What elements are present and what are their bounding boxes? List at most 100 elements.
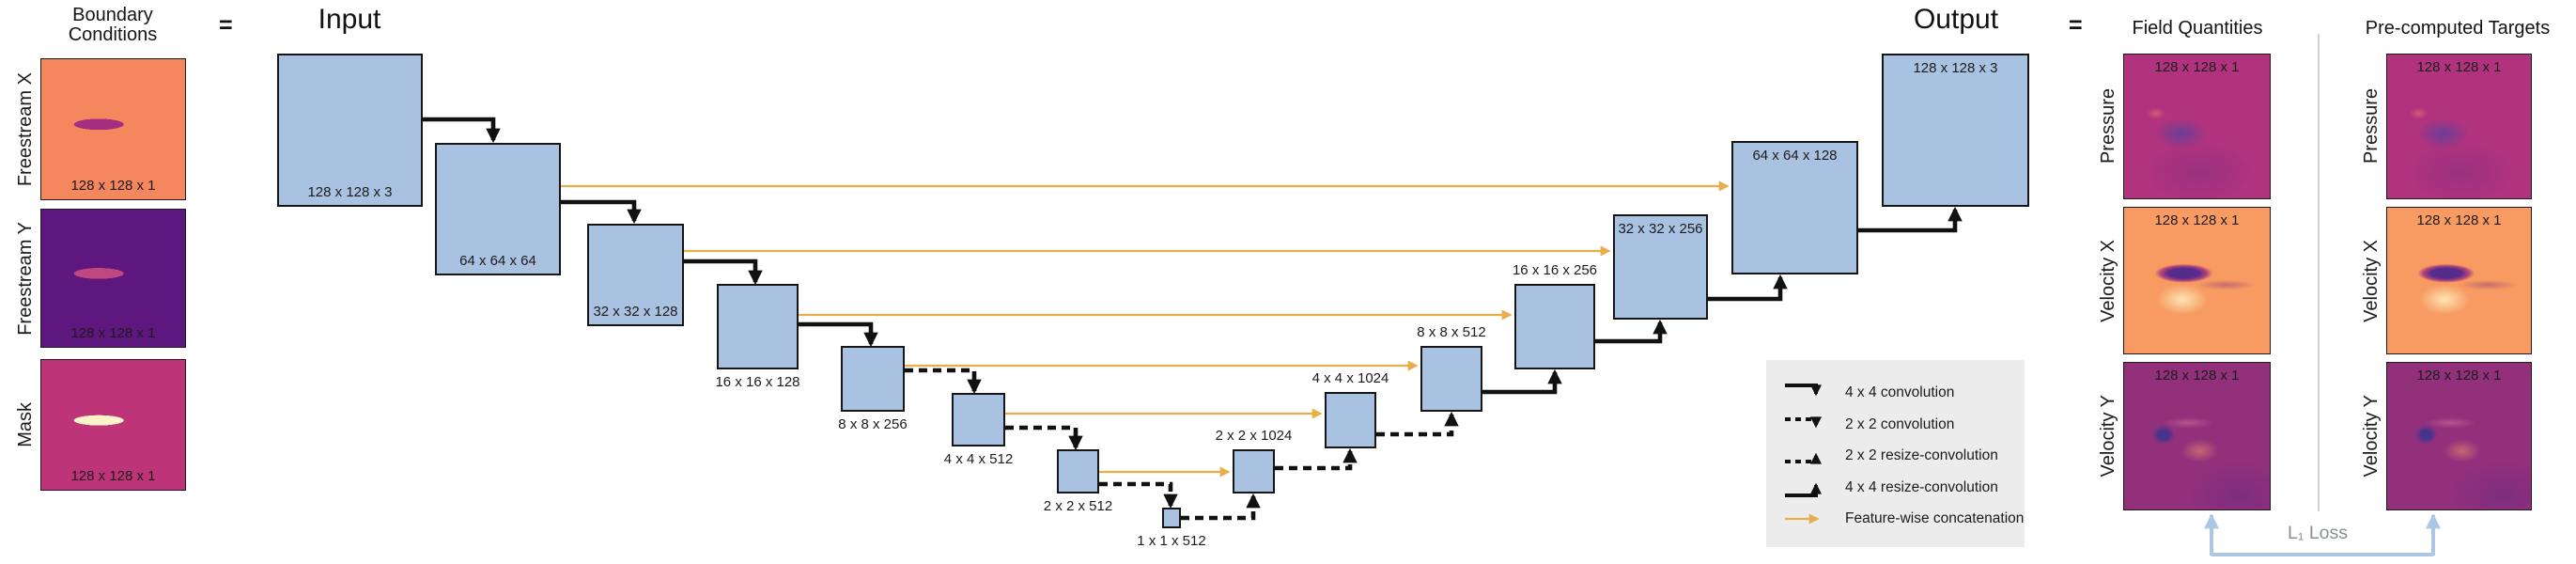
convolution-arrow [1482,368,1562,395]
legend-label: 2 x 2 convolution [1845,415,1955,432]
field-quantities-velocity-y-rotated-label: Velocity Y [2096,362,2121,510]
field-quantities-velocity-x-rotated-label: Velocity X [2096,207,2121,354]
convolution-arrow [1595,319,1668,344]
convolution-arrow-dashed [1376,415,1454,437]
unet-box-128x128x3-dims-label: 128 x 128 x 3 [307,184,393,200]
convolution-arrow [561,199,642,225]
field-quantities-velocity-x-label: Velocity X [2098,239,2118,322]
field-quantities-pressure-rotated-label: Pressure [2096,54,2121,199]
boundary-freestream-y-dims-label: 128 x 128 x 1 [70,325,156,341]
boundary-conditions-line2: Conditions [68,24,158,45]
unet-box-4x4x512-dims-label: 4 x 4 x 512 [943,451,1014,467]
equals-sign-left: = [219,12,233,39]
convolution-arrow [423,117,501,144]
boundary-freestream-x-rotated-label: Freestream X [13,58,39,200]
pre-computed-targets-title: Pre-computed Targets [2365,18,2551,39]
convolution-arrow [799,321,878,348]
targets-velocity-y-rotated-label: Velocity Y [2359,362,2384,510]
convolution-arrow [1708,274,1788,302]
field-quantities-pressure-label: Pressure [2098,88,2118,164]
convolution-arrow-dashed [1005,425,1079,447]
unet-box-128x128x3-dims-label: 128 x 128 x 3 [1913,60,1998,76]
unet-box-32x32x128-dims-label: 32 x 32 x 128 [593,304,678,320]
field-quantities-velocity-y-label: Velocity Y [2098,395,2118,478]
targets-velocity-x-label: Velocity X [2361,239,2382,322]
unet-box-2x2x1024 [1233,444,1276,494]
legend-row-resize-2x2: 2 x 2 resize-convolution [1782,442,1998,470]
unet-box-16x16x256 [1514,278,1596,369]
unet-box-32x32x256-dims-label: 32 x 32 x 256 [1618,221,1703,237]
concat-icon [1785,513,1820,525]
legend-label: 4 x 4 convolution [1845,384,1955,400]
targets-velocity-y-label: Velocity Y [2361,395,2382,478]
convolution-arrow [684,258,763,286]
unet-box-128x128x3: 128 x 128 x 3 [277,54,423,207]
legend-row-conv-4x4: 4 x 4 convolution [1782,379,1954,407]
legend: 4 x 4 convolution 2 x 2 convolution 2 x 2 … [1766,360,2025,547]
boundary-freestream-x-dims-label: 128 x 128 x 1 [70,178,156,194]
targets-pressure-dims-label: 128 x 128 x 1 [2416,59,2502,75]
boundary-freestream-y-label: Freestream Y [15,221,36,336]
field-quantities-pressure-dims-label: 128 x 128 x 1 [2154,59,2240,75]
unet-box-16x16x128 [717,284,799,369]
unet-box-64x64x128: 64 x 64 x 128 [1731,135,1859,274]
targets-pressure-rotated-label: Pressure [2359,54,2384,199]
targets-velocity-x-tile: 128 x 128 x 1 [2386,207,2532,354]
unet-box-16x16x256-dims-label: 16 x 16 x 256 [1512,262,1598,278]
resize-2x2-glyph [1785,452,1822,464]
convolution-arrow-dashed [1181,496,1256,521]
resize-4x4-glyph [1785,482,1822,497]
legend-label: 2 x 2 resize-convolution [1845,447,1998,463]
resize-4x4-icon [1785,482,1822,497]
field-quantities-velocity-x-dims-label: 128 x 128 x 1 [2154,212,2240,228]
unet-box-32x32x256: 32 x 32 x 256 [1613,209,1709,320]
convolution-arrow-dashed [1275,451,1353,471]
unet-box-2x2x1024-dims-label: 2 x 2 x 1024 [1215,428,1293,444]
legend-label: Feature-wise concatenation [1845,510,2025,526]
conv-2x2-icon [1785,415,1822,428]
targets-velocity-x-rotated-label: Velocity X [2359,207,2384,354]
unet-box-32x32x128: 32 x 32 x 128 [587,224,684,326]
convolution-arrow [1858,206,1963,233]
boundary-mask-dims-label: 128 x 128 x 1 [70,468,156,484]
field-quantities-pressure-tile: 128 x 128 x 1 [2123,54,2271,199]
targets-velocity-x-dims-label: 128 x 128 x 1 [2416,212,2502,228]
l1-loss-label: L₁ Loss [2287,523,2349,543]
input-title: Input [318,4,381,35]
field-quantities-title: Field Quantities [2132,18,2263,39]
unet-box-8x8x256-dims-label: 8 x 8 x 256 [838,416,908,432]
output-title: Output [1913,4,1999,35]
targets-pressure-tile: 128 x 128 x 1 [2386,54,2532,199]
unet-box-64x64x64: 64 x 64 x 64 [435,143,561,275]
conv-2x2-glyph [1785,415,1822,428]
unet-box-2x2x512 [1057,449,1099,494]
targets-velocity-y-tile: 128 x 128 x 1 [2386,362,2532,510]
convolution-arrow-dashed [905,368,977,391]
columns-divider [2318,34,2320,511]
field-quantities-velocity-x-tile: 128 x 128 x 1 [2123,207,2271,354]
boundary-mask-rotated-label: Mask [13,359,39,491]
unet-box-8x8x256 [841,346,905,412]
resize-2x2-icon [1785,452,1822,464]
unet-box-8x8x512 [1420,340,1483,412]
boundary-freestream-y-rotated-label: Freestream Y [13,209,39,348]
boundary-freestream-x-tile: 128 x 128 x 1 [40,58,186,200]
field-quantities-velocity-y-dims-label: 128 x 128 x 1 [2154,368,2240,384]
targets-velocity-y-dims-label: 128 x 128 x 1 [2416,368,2502,384]
unet-box-8x8x512-dims-label: 8 x 8 x 512 [1417,324,1486,340]
legend-row-concat: Feature-wise concatenation [1782,505,2024,533]
unet-box-1x1x512-dims-label: 1 x 1 x 512 [1137,533,1206,549]
unet-box-4x4x1024 [1325,386,1377,448]
unet-box-16x16x128-dims-label: 16 x 16 x 128 [715,374,800,390]
conv-4x4-glyph [1785,384,1822,397]
boundary-mask-tile: 128 x 128 x 1 [40,359,186,491]
field-quantities-velocity-y-tile: 128 x 128 x 1 [2123,362,2271,510]
boundary-conditions-title: Boundary Conditions [69,6,158,45]
unet-box-4x4x1024-dims-label: 4 x 4 x 1024 [1311,370,1389,386]
boundary-freestream-x-label: Freestream X [15,71,36,187]
boundary-mask-label: Mask [15,402,36,447]
targets-pressure-label: Pressure [2361,88,2382,164]
unet-box-64x64x128-dims-label: 64 x 64 x 128 [1752,148,1838,164]
boundary-conditions-line1: Boundary [72,5,153,25]
